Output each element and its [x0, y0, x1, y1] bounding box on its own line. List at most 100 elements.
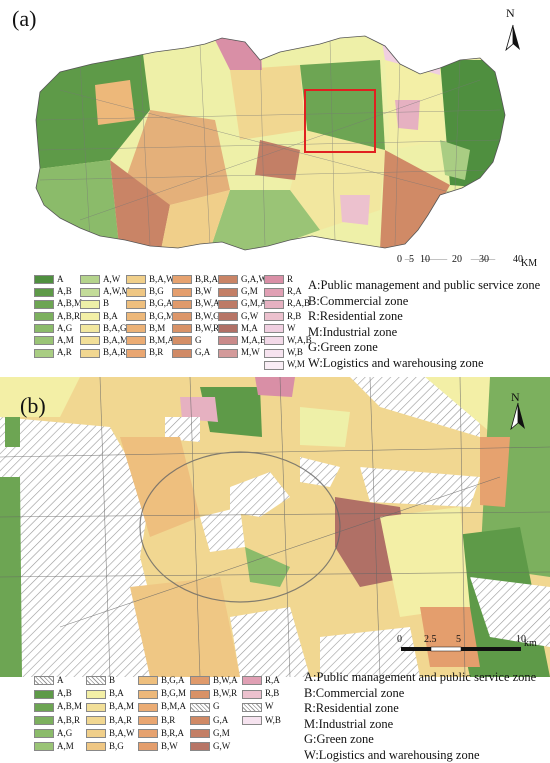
legend-label: A,G [57, 323, 72, 333]
legend-item: W,B [242, 715, 281, 725]
legend-swatch [264, 324, 284, 333]
legend-swatch [34, 300, 54, 309]
legend-item: A,W,M [80, 286, 130, 296]
legend-swatch [264, 288, 284, 297]
legend-item: R,B [242, 688, 279, 698]
legend-swatch [126, 324, 146, 333]
legend-label: R,A [287, 286, 302, 296]
legend-item: B,G [86, 741, 124, 751]
legend-item: B,W,R [190, 688, 237, 698]
legend-label: A [57, 675, 64, 685]
legend-swatch [126, 288, 146, 297]
legend-label: W [265, 701, 274, 711]
legend-item: A,B,M [34, 298, 82, 308]
legend-swatch [34, 275, 54, 284]
legend-swatch [86, 676, 106, 685]
legend-swatch [242, 703, 262, 712]
legend-label: B,R,A [161, 728, 184, 738]
legend-label: A,G [57, 728, 72, 738]
legend-swatch [172, 300, 192, 309]
legend-item: B,W,R [172, 323, 219, 333]
legend-swatch [138, 729, 158, 738]
legend-swatch [242, 716, 262, 725]
legend-label: G,W [213, 741, 230, 751]
scale-tick-label: 5 [409, 254, 414, 265]
zone-definition: B:Commercial zone [304, 686, 404, 702]
legend-swatch [172, 312, 192, 321]
legend-item: B,R [138, 715, 175, 725]
legend-swatch [34, 336, 54, 345]
legend-item: A,B,R [34, 311, 80, 321]
legend-item: B,W [138, 741, 178, 751]
legend-label: M,A,B [241, 335, 266, 345]
scale-tick-label: 10 [420, 254, 430, 265]
legend-swatch [172, 349, 192, 358]
legend-label: G,A [213, 715, 228, 725]
scale-tick-label: 5 [456, 634, 461, 645]
legend-swatch [138, 676, 158, 685]
legend-item: B,G,M [126, 311, 174, 321]
legend-swatch [126, 275, 146, 284]
legend-label: B,A,W [109, 728, 135, 738]
legend-swatch [126, 312, 146, 321]
legend-swatch [80, 275, 100, 284]
zone-definition: A:Public management and public service z… [304, 670, 536, 686]
legend-item: B,A,W [126, 274, 175, 284]
legend-item: M,A [218, 323, 258, 333]
legend-label: B,M [149, 323, 165, 333]
legend-label: B,A [103, 311, 118, 321]
legend-item: R,A,B [264, 298, 310, 308]
legend-swatch [242, 676, 262, 685]
legend-swatch [172, 288, 192, 297]
legend-label: R [287, 274, 293, 284]
legend-label: A,W [103, 274, 120, 284]
legend-item: B,M,A [126, 335, 174, 345]
legend-swatch [34, 729, 54, 738]
zone-definition: A:Public management and public service z… [308, 278, 540, 294]
legend-label: A,B,R [57, 715, 80, 725]
legend-label: W,B [287, 347, 303, 357]
legend-swatch [86, 742, 106, 751]
legend-swatch [80, 312, 100, 321]
legend-swatch [242, 690, 262, 699]
legend-item: W,B [264, 347, 303, 357]
legend-label: R,A,B [287, 298, 310, 308]
legend-swatch [34, 690, 54, 699]
zone-definition: M:Industrial zone [304, 717, 393, 733]
north-label-a: N [506, 6, 515, 21]
legend-swatch [190, 703, 210, 712]
legend-label: A,R [57, 347, 72, 357]
legend-item: B,W,G [172, 311, 220, 321]
zone-definition: B:Commercial zone [308, 294, 408, 310]
panel-a-map [0, 0, 550, 260]
legend-item: G,W [218, 311, 258, 321]
legend-item: G,M,A [218, 298, 267, 308]
zone-definition: M:Industrial zone [308, 325, 397, 341]
legend-item: B,A,M [80, 335, 128, 345]
legend-label: B,W,R [213, 688, 237, 698]
legend-item: B,A,R [86, 715, 132, 725]
zone-definition: R:Residential zone [304, 701, 399, 717]
scale-tick-label: 0 [397, 634, 402, 645]
legend-swatch [218, 324, 238, 333]
legend-item: B [80, 298, 109, 308]
legend-item: B,G,A [138, 675, 185, 685]
legend-item: A,R [34, 347, 72, 357]
legend-label: B,R [161, 715, 175, 725]
legend-item: G,A,W [218, 274, 267, 284]
legend-label: G,A [195, 347, 210, 357]
legend-label: B,A [109, 688, 124, 698]
scale-tick-label: 2.5 [424, 634, 437, 645]
legend-label: R,B [287, 311, 301, 321]
legend-item: A,B,R [34, 715, 80, 725]
legend-label: M,A [241, 323, 258, 333]
north-arrow-a [506, 25, 520, 50]
legend-swatch [190, 742, 210, 751]
zone-definition: G:Green zone [308, 340, 378, 356]
legend-item: W [264, 323, 296, 333]
legend-item: M,A,B [218, 335, 266, 345]
legend-item: B,W,A [190, 675, 238, 685]
legend-label: B,W [195, 286, 212, 296]
legend-item: A,G [34, 323, 72, 333]
legend-item: A [34, 274, 64, 284]
